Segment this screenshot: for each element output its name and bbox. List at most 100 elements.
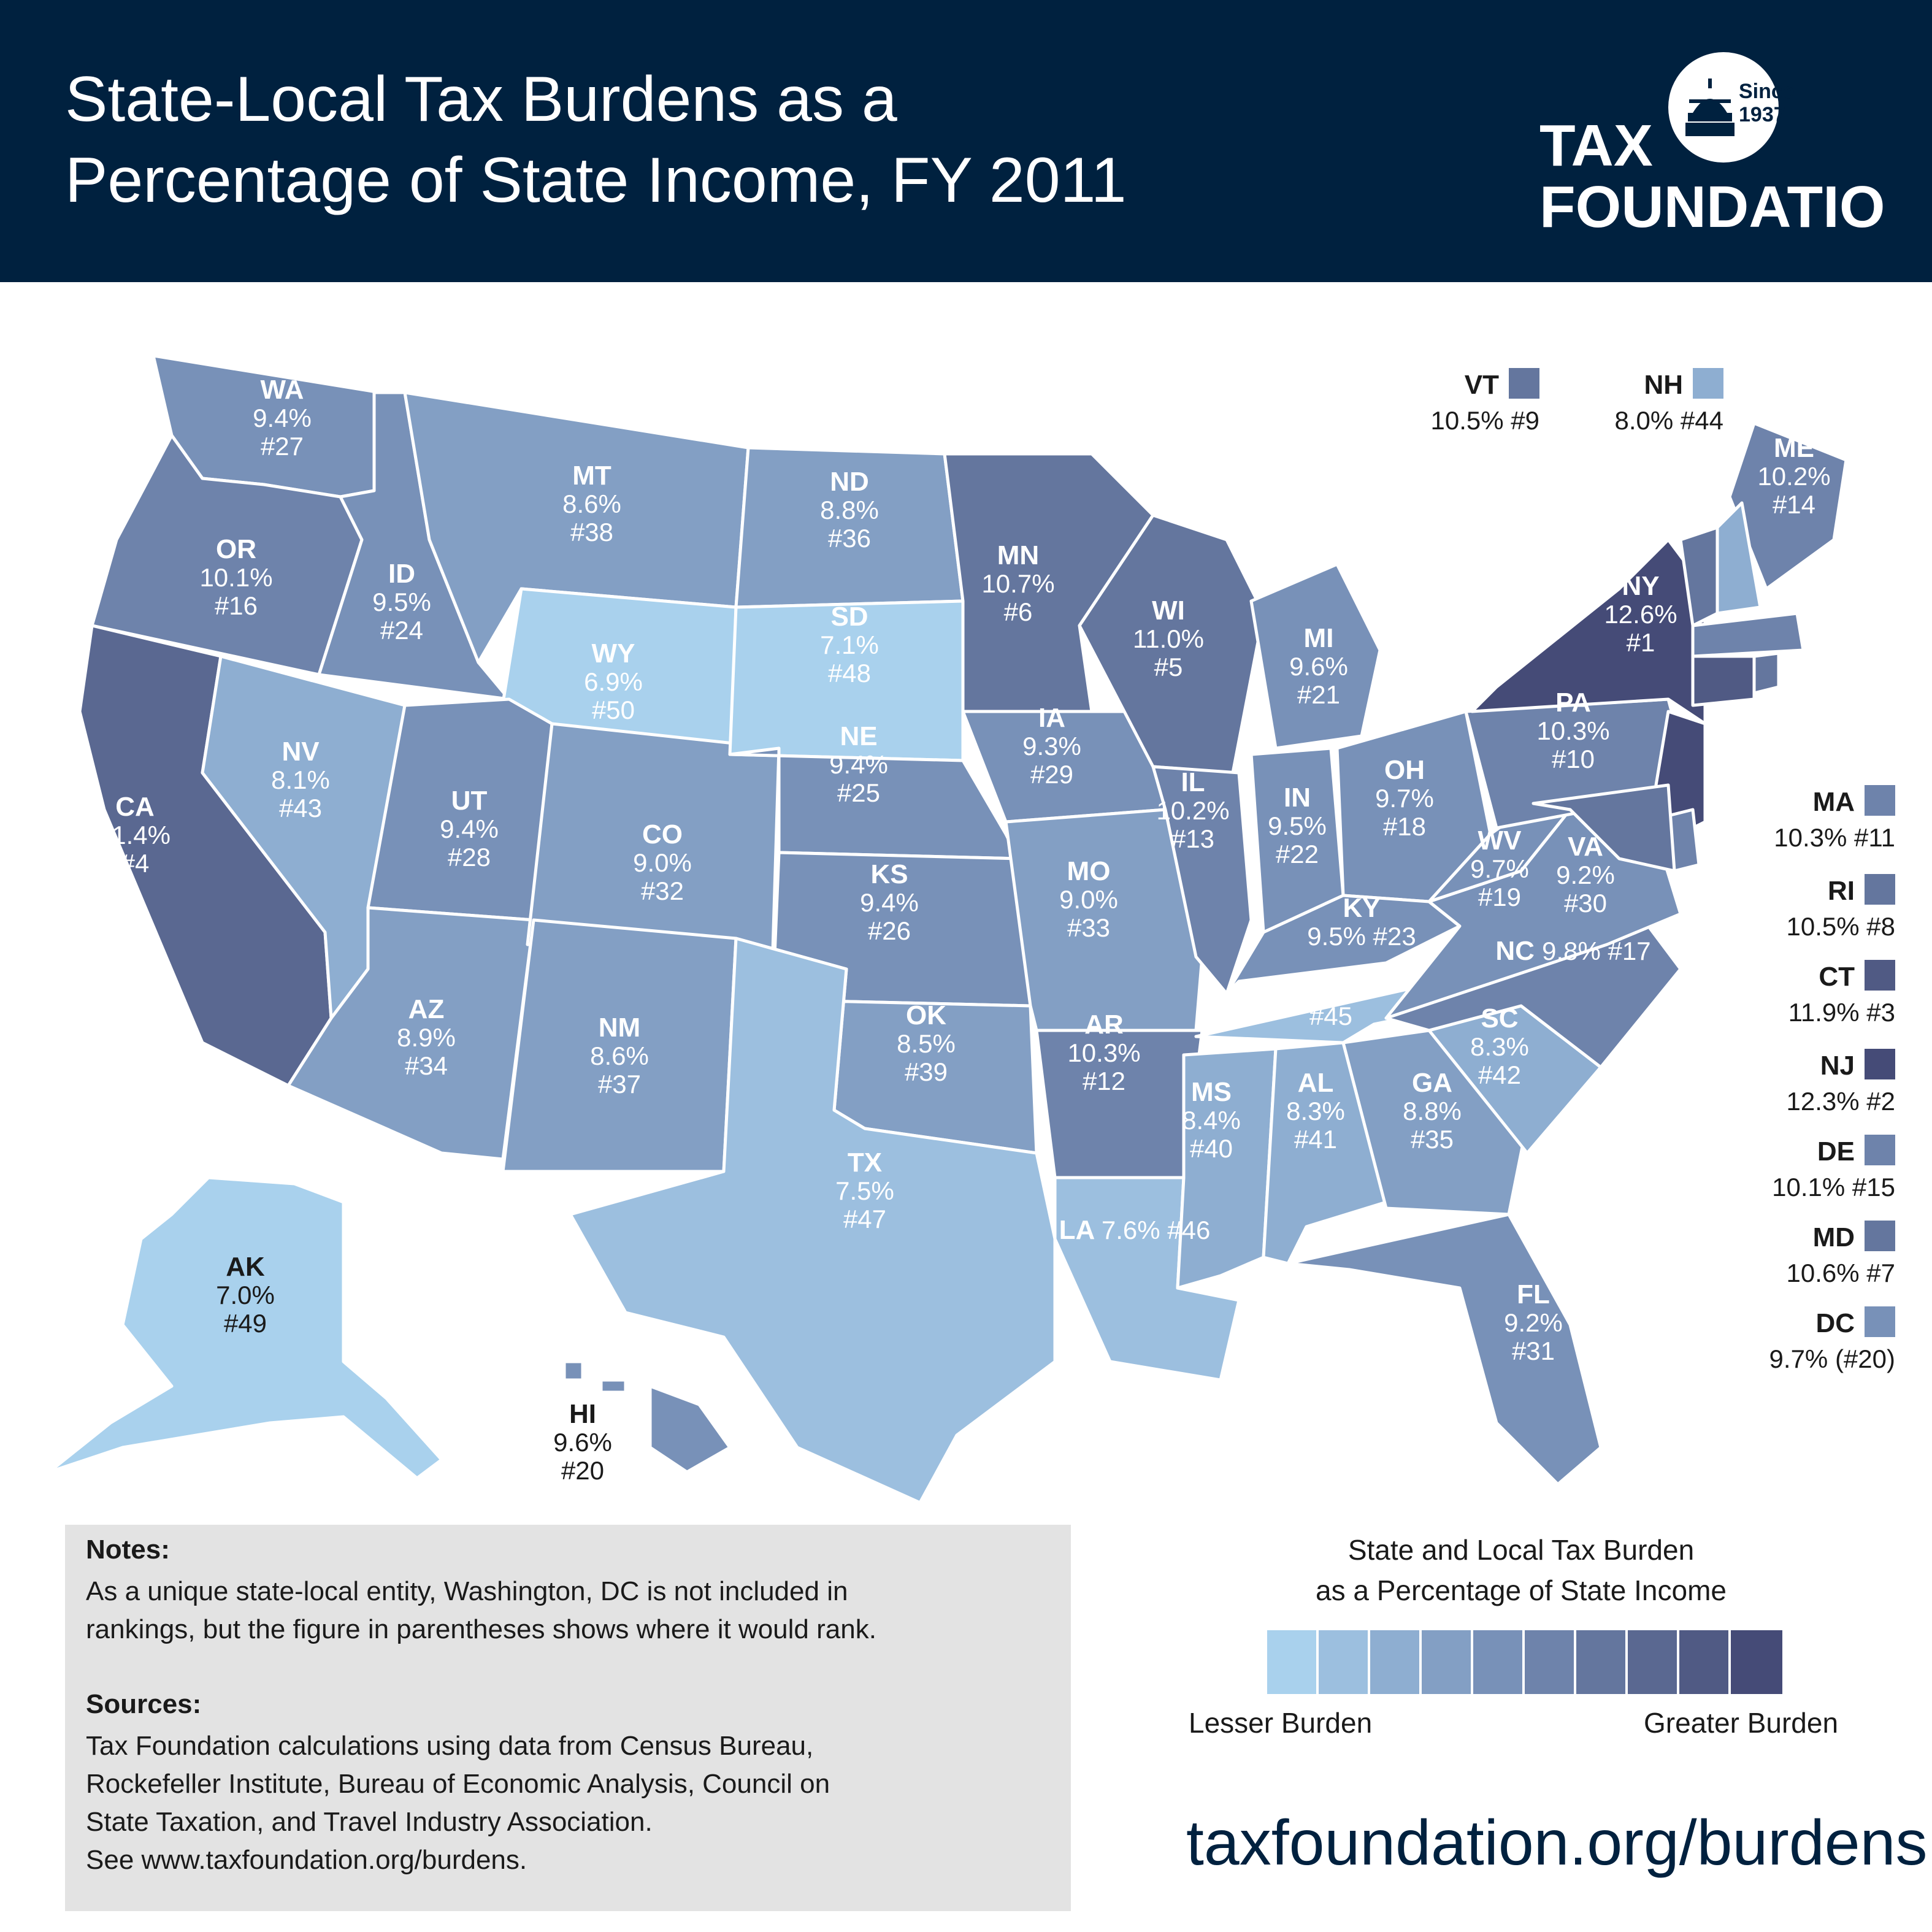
legend-title-line-1: State and Local Tax Burden <box>1347 1534 1695 1566</box>
state-label-ny: NY <box>1622 571 1659 601</box>
state-value-id: 9.5% <box>372 588 431 616</box>
state-value-mi: 9.6% <box>1289 652 1348 681</box>
callout-swatch-de <box>1865 1135 1895 1165</box>
legend-high-label: Greater Burden <box>1644 1707 1839 1739</box>
state-me[interactable] <box>1728 421 1848 591</box>
state-rank-sc: #42 <box>1478 1060 1521 1089</box>
state-value-wv: 9.7% <box>1470 854 1529 883</box>
state-md[interactable] <box>1531 783 1676 873</box>
state-mn[interactable] <box>943 452 1155 713</box>
state-rank-al: #41 <box>1294 1125 1337 1154</box>
state-label-va: VA <box>1568 832 1603 862</box>
state-label-wi: WI <box>1152 596 1185 626</box>
callout-swatch-nh <box>1693 368 1723 399</box>
state-label-mt: MT <box>572 461 611 491</box>
state-label-ut: UT <box>451 786 488 816</box>
state-label-me: ME <box>1774 433 1814 463</box>
callout-label-de: DE <box>1817 1137 1855 1167</box>
state-rank-mt: #38 <box>570 518 613 546</box>
state-label-pa: PA <box>1555 688 1591 718</box>
callout-label-nh: NH <box>1644 370 1683 400</box>
state-value-ok: 8.5% <box>897 1029 956 1058</box>
callout-swatch-ct <box>1865 960 1895 991</box>
state-label-nm: NM <box>599 1013 640 1043</box>
state-value-nd: 8.8% <box>820 496 879 524</box>
state-rank-nv: #43 <box>279 794 322 822</box>
state-rank-nm: #37 <box>598 1070 641 1098</box>
state-rank-in: #22 <box>1276 840 1319 868</box>
state-label-oh: OH <box>1384 755 1425 785</box>
state-value-ca: 11.4% <box>99 821 171 849</box>
state-rank-co: #32 <box>641 876 684 905</box>
state-label-or: OR <box>216 534 256 564</box>
state-label-in: IN <box>1284 783 1311 813</box>
state-value-sc: 8.3% <box>1470 1032 1529 1061</box>
state-label-ga: GA <box>1412 1068 1452 1098</box>
state-value-al: 8.3% <box>1286 1097 1345 1125</box>
notes-heading: Notes: <box>86 1535 170 1565</box>
state-label-ca: CA <box>115 792 155 822</box>
state-rank-sd: #48 <box>828 659 871 688</box>
state-label-az: AZ <box>408 994 445 1024</box>
state-label-hi: HI <box>569 1399 596 1429</box>
state-rank-ut: #28 <box>448 843 491 872</box>
state-ri[interactable] <box>1752 651 1781 695</box>
state-tx[interactable] <box>569 937 1057 1505</box>
state-rank-me: #14 <box>1773 490 1815 519</box>
state-rank-ia: #29 <box>1030 760 1073 789</box>
state-label-il: IL <box>1181 767 1205 797</box>
state-ga[interactable] <box>1341 1029 1529 1216</box>
state-value-mo: 9.0% <box>1059 885 1118 914</box>
callout-value-ct: 11.9% #3 <box>1788 998 1895 1027</box>
state-fl[interactable] <box>1286 1213 1603 1486</box>
state-label-sc: SC <box>1481 1003 1518 1033</box>
sources-line-3: State Taxation, and Travel Industry Asso… <box>86 1807 653 1837</box>
callout-value-nh: 8.0% #44 <box>1615 406 1723 435</box>
state-label-tn: TN 7.6% <box>1280 973 1382 1003</box>
state-label-nd: ND <box>830 467 869 497</box>
state-rank-mn: #6 <box>1004 597 1033 626</box>
legend-title: State and Local Tax Burden as a Percenta… <box>1227 1530 1815 1611</box>
state-hi[interactable] <box>562 1360 732 1474</box>
callout-label-ri: RI <box>1828 876 1855 906</box>
state-value-ky: 9.5% #23 <box>1307 922 1416 951</box>
state-label-id: ID <box>388 559 415 589</box>
state-value-me: 10.2% <box>1757 462 1830 491</box>
callout-value-ma: 10.3% #11 <box>1774 823 1895 852</box>
state-label-mn: MN <box>997 540 1039 570</box>
state-label-tx: TX <box>848 1148 882 1178</box>
state-label-ky: KY <box>1343 893 1380 923</box>
state-rank-hi: #20 <box>561 1456 604 1485</box>
state-rank-az: #34 <box>405 1051 448 1080</box>
state-rank-va: #30 <box>1564 889 1607 918</box>
callout-value-vt: 10.5% #9 <box>1431 406 1539 435</box>
logo-tax: TAX <box>1539 113 1653 178</box>
state-value-va: 9.2% <box>1556 861 1615 889</box>
state-value-tx: 7.5% <box>835 1176 894 1205</box>
state-rank-ca: #4 <box>121 849 150 878</box>
state-label-sd: SD <box>830 602 868 632</box>
callout-label-dc: DC <box>1815 1308 1855 1338</box>
state-label-ak: AK <box>226 1252 265 1282</box>
state-ma[interactable] <box>1691 611 1805 658</box>
logo-since-text: Since 1937 <box>1739 80 1795 126</box>
legend-swatch-8 <box>1628 1630 1679 1694</box>
state-rank-ks: #26 <box>868 916 911 945</box>
state-value-ut: 9.4% <box>440 815 499 843</box>
footer-url[interactable]: taxfoundation.org/burdens <box>1186 1807 1928 1879</box>
state-rank-mi: #21 <box>1297 680 1340 709</box>
state-ak[interactable] <box>47 1176 443 1480</box>
callout-swatch-ma <box>1865 785 1895 816</box>
legend-swatch-4 <box>1422 1630 1473 1694</box>
state-value-ny: 12.6% <box>1604 600 1677 629</box>
state-rank-mo: #33 <box>1067 913 1110 942</box>
callout-swatch-md <box>1865 1221 1895 1251</box>
state-ct[interactable] <box>1691 654 1756 707</box>
state-nh[interactable] <box>1715 501 1762 615</box>
state-mi[interactable] <box>1249 562 1382 750</box>
state-rank-ar: #12 <box>1083 1067 1125 1095</box>
legend-swatch-9 <box>1679 1630 1731 1694</box>
state-value-nv: 8.1% <box>271 765 330 794</box>
callout-value-nj: 12.3% #2 <box>1787 1087 1895 1116</box>
notes-line-2: rankings, but the figure in parentheses … <box>86 1614 876 1644</box>
